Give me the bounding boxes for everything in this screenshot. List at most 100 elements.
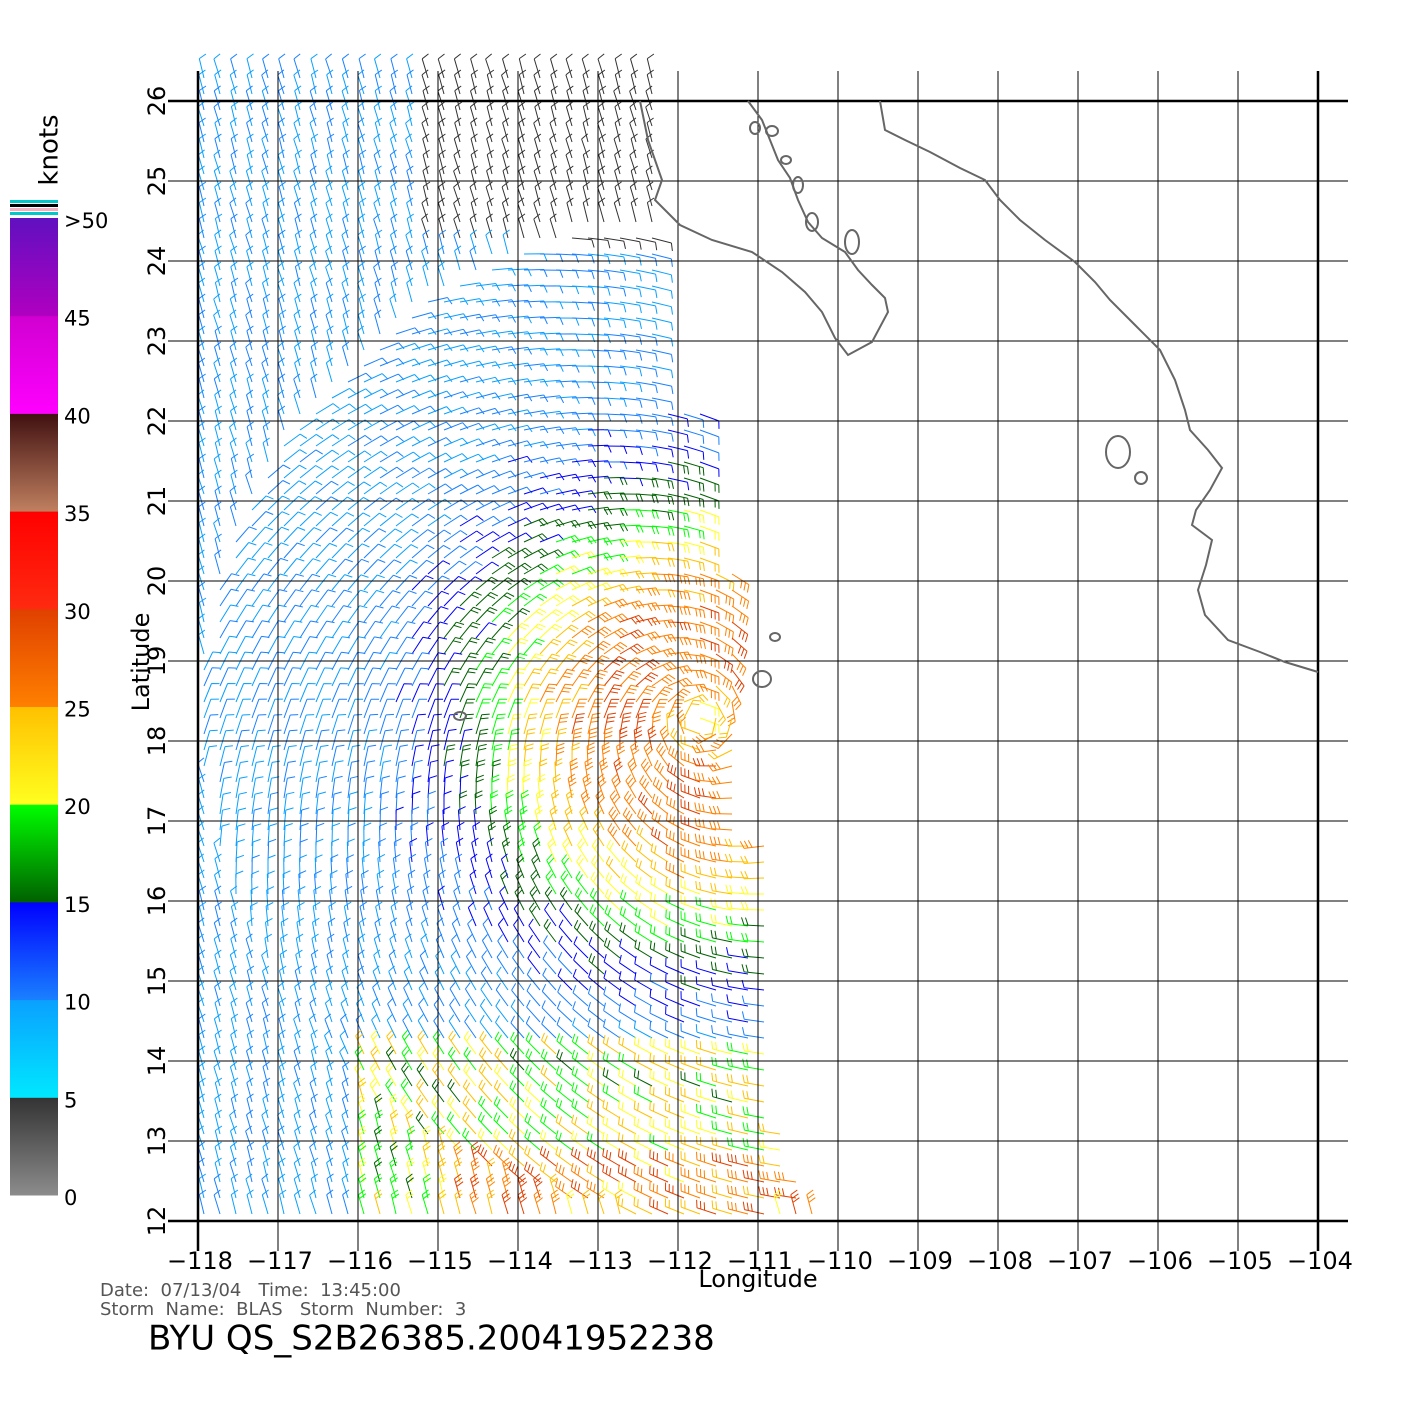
wind-barb [491, 283, 516, 292]
wind-barb [229, 981, 237, 1007]
wind-barb [629, 181, 637, 207]
wind-barb [630, 197, 638, 223]
wind-barb [475, 330, 501, 338]
wind-barb [603, 349, 627, 360]
wind-barb [651, 397, 674, 410]
wind-barb [451, 933, 461, 959]
wind-barb [230, 373, 238, 399]
wind-barb [371, 997, 381, 1023]
wind-barb [651, 525, 675, 536]
wind-barb [280, 917, 289, 943]
wind-barb [649, 972, 669, 991]
wind-barb [379, 713, 395, 735]
wind-barb [649, 989, 669, 1007]
wind-barb [649, 1053, 669, 1071]
wind-barb [262, 197, 270, 223]
wind-barb [454, 69, 462, 95]
wind-barb [219, 635, 238, 655]
wind-barb [666, 796, 685, 815]
wind-barb [421, 901, 429, 927]
wind-barb [299, 698, 316, 719]
wind-barb [566, 1189, 575, 1215]
wind-barb [214, 533, 222, 559]
wind-barb [331, 807, 341, 831]
wind-barb [363, 481, 388, 495]
wind-barb [741, 932, 765, 943]
wind-barb [219, 714, 235, 735]
wind-barb [294, 997, 302, 1023]
wind-barb [619, 253, 642, 266]
colorbar-tick-label: 5 [64, 1088, 77, 1112]
wind-barb [597, 101, 605, 127]
wind-barb [441, 821, 450, 847]
wind-barb [518, 821, 527, 847]
wind-barb [214, 117, 222, 143]
y-tick-label: 23 [143, 326, 171, 357]
wind-barb [549, 117, 557, 143]
wind-barb [203, 667, 221, 687]
wind-barb [379, 605, 400, 623]
wind-barb [571, 1130, 589, 1151]
wind-barb [523, 487, 549, 495]
wind-barb [246, 453, 255, 479]
wind-barb [550, 69, 558, 95]
wind-barb [310, 213, 318, 239]
wind-barb [667, 677, 693, 688]
wind-barb [695, 1039, 717, 1055]
wind-barb [262, 421, 271, 447]
wind-barb [619, 906, 637, 927]
x-tick-label: −106 [1127, 1247, 1193, 1275]
wind-barb [645, 165, 653, 191]
wind-barb [235, 667, 253, 687]
wind-barb [363, 543, 386, 559]
wind-barb [261, 949, 269, 975]
wind-barb [230, 101, 239, 127]
wind-barb [727, 1169, 749, 1183]
wind-barb [203, 714, 219, 735]
wind-barb [654, 759, 669, 783]
wind-barb [443, 621, 465, 639]
wind-barb [277, 261, 285, 287]
wind-barb [358, 1125, 367, 1151]
wind-barb [395, 420, 421, 431]
island [453, 711, 467, 721]
wind-barb [277, 69, 285, 95]
wind-barb [395, 482, 420, 495]
wind-barb [683, 637, 706, 650]
wind-barb [443, 406, 469, 415]
wind-barb [710, 961, 733, 975]
wind-barb [315, 636, 334, 655]
wind-barb [465, 949, 477, 975]
wind-barb [324, 1013, 333, 1039]
wind-barb [213, 165, 221, 191]
wind-barb [758, 1170, 781, 1183]
wind-barb [597, 181, 605, 207]
wind-barb [665, 1022, 685, 1039]
wind-barb [586, 742, 596, 767]
wind-barb [325, 1109, 333, 1135]
wind-barb [518, 53, 527, 79]
wind-barb [534, 133, 542, 159]
wind-barb [198, 53, 207, 79]
wind-barb [427, 328, 453, 336]
x-tick-label: −112 [647, 1247, 713, 1275]
wind-barb [478, 1079, 493, 1103]
wind-barb [363, 435, 388, 447]
wind-barb [331, 744, 345, 767]
wind-barb [312, 917, 320, 943]
wind-barb [213, 101, 221, 127]
wind-barb [649, 1021, 669, 1039]
wind-barb [282, 870, 291, 895]
wind-barb [523, 728, 536, 751]
wind-barb [491, 713, 506, 735]
wind-barb [331, 683, 348, 703]
wind-barb [565, 117, 573, 143]
wind-barb [230, 1189, 239, 1215]
wind-barb [651, 604, 676, 613]
wind-barb [375, 901, 383, 927]
wind-barb [475, 728, 489, 751]
wind-barb [469, 101, 478, 127]
wind-barb [459, 591, 482, 607]
wind-barb [293, 1061, 301, 1087]
wind-barb [459, 515, 484, 527]
